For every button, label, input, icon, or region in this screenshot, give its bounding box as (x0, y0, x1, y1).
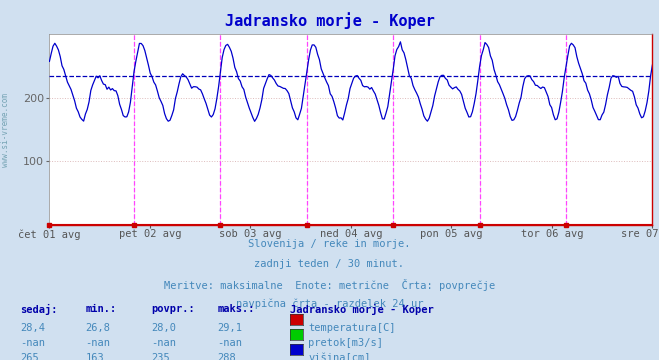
Text: -nan: -nan (20, 338, 45, 348)
Text: 163: 163 (86, 353, 104, 360)
Text: 288: 288 (217, 353, 236, 360)
Text: Meritve: maksimalne  Enote: metrične  Črta: povprečje: Meritve: maksimalne Enote: metrične Črta… (164, 279, 495, 291)
Text: sedaj:: sedaj: (20, 304, 57, 315)
Text: 29,1: 29,1 (217, 323, 243, 333)
Text: 235: 235 (152, 353, 170, 360)
Text: www.si-vreme.com: www.si-vreme.com (1, 93, 10, 167)
Text: -nan: -nan (152, 338, 177, 348)
Text: Slovenija / reke in morje.: Slovenija / reke in morje. (248, 239, 411, 249)
Text: višina[cm]: višina[cm] (308, 353, 371, 360)
Text: temperatura[C]: temperatura[C] (308, 323, 396, 333)
Text: maks.:: maks.: (217, 304, 255, 314)
Text: povpr.:: povpr.: (152, 304, 195, 314)
Text: 26,8: 26,8 (86, 323, 111, 333)
Text: -nan: -nan (217, 338, 243, 348)
Text: Jadransko morje - Koper: Jadransko morje - Koper (290, 304, 434, 315)
Text: Jadransko morje - Koper: Jadransko morje - Koper (225, 13, 434, 30)
Text: zadnji teden / 30 minut.: zadnji teden / 30 minut. (254, 259, 405, 269)
Text: navpična črta - razdelek 24 ur: navpična črta - razdelek 24 ur (236, 299, 423, 309)
Text: min.:: min.: (86, 304, 117, 314)
Text: 28,4: 28,4 (20, 323, 45, 333)
Text: 265: 265 (20, 353, 38, 360)
Text: pretok[m3/s]: pretok[m3/s] (308, 338, 384, 348)
Text: -nan: -nan (86, 338, 111, 348)
Text: 28,0: 28,0 (152, 323, 177, 333)
